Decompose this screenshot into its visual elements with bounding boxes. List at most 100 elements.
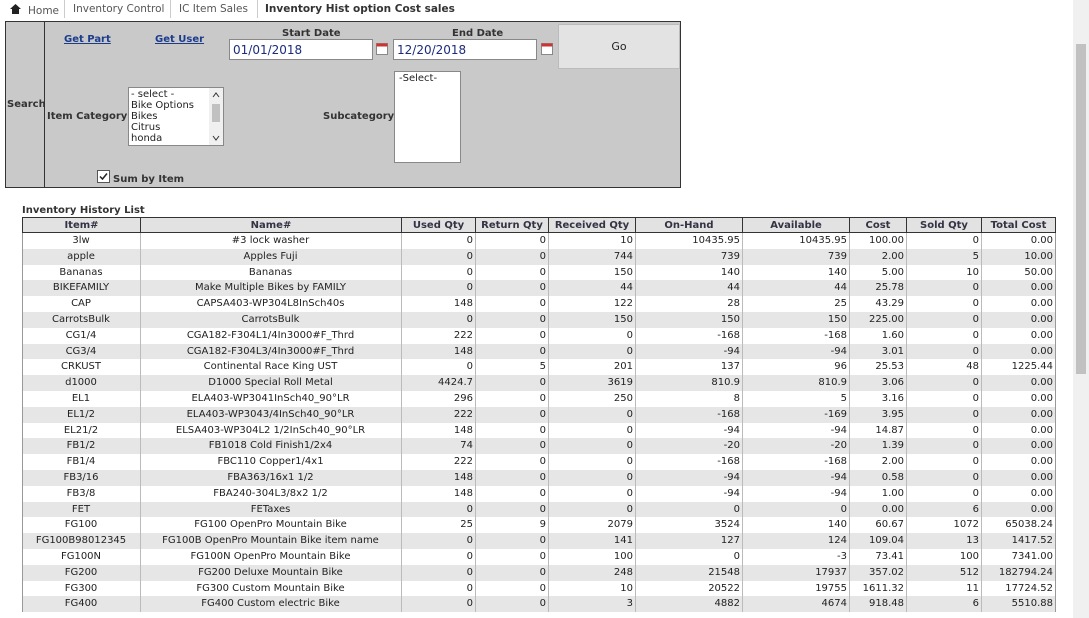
table-cell: -168: [717, 408, 740, 420]
sum-checkbox[interactable]: [97, 170, 110, 183]
category-option[interactable]: Bikes: [131, 111, 158, 122]
column-header[interactable]: Used Qty: [401, 217, 476, 233]
table-cell: 0.00: [1030, 345, 1053, 357]
table-cell: 0.00: [1030, 282, 1053, 294]
table-cell: 0: [539, 551, 546, 562]
cell-border: [548, 280, 549, 297]
cell-border: [401, 327, 402, 344]
table-cell: 8: [733, 393, 740, 404]
table-cell: 739: [720, 250, 740, 262]
cell-border: [475, 312, 476, 328]
table-cell: ELA403-WP3043/4InSch40_90°LR: [186, 408, 355, 420]
table-cell: 225.00: [869, 314, 904, 325]
table-cell: 25: [460, 519, 473, 531]
table-cell: 2.00: [881, 456, 904, 468]
table-cell: 17724.52: [1005, 582, 1053, 594]
table-cell: FB3/8: [66, 487, 96, 499]
end-date-input[interactable]: 12/20/2018: [393, 39, 537, 60]
breadcrumb[interactable]: IC Item Sales: [179, 3, 248, 15]
cell-border: [906, 517, 907, 534]
subcategory-list[interactable]: -Select-: [394, 71, 461, 163]
column-header[interactable]: On-Hand: [635, 217, 743, 233]
column-header[interactable]: Name#: [140, 217, 402, 233]
column-header[interactable]: Item#: [22, 217, 141, 233]
cell-border: [475, 343, 476, 360]
cell-border: [475, 391, 476, 407]
column-header[interactable]: Sold Qty: [906, 217, 982, 233]
category-option[interactable]: Bike Options: [131, 100, 194, 111]
scrollbar-thumb[interactable]: [1076, 44, 1086, 374]
table-cell: 25.53: [875, 361, 904, 373]
subcategory-option[interactable]: -Select-: [399, 73, 438, 84]
table-cell: 0: [733, 503, 740, 515]
table-cell: 357.02: [869, 566, 904, 578]
table-cell: -168: [717, 456, 740, 468]
get-part-link[interactable]: Get Part: [64, 34, 111, 45]
table-cell: 6: [972, 503, 979, 515]
column-header[interactable]: Available: [742, 217, 850, 233]
category-option[interactable]: Citrus: [131, 122, 161, 133]
table-cell: 65038.24: [1005, 519, 1053, 531]
column-header[interactable]: Received Qty: [548, 217, 636, 233]
cell-border: [635, 280, 636, 297]
cell-border: [635, 454, 636, 470]
table-cell: 3.06: [881, 377, 904, 389]
table-title: Inventory History List: [22, 205, 145, 216]
column-header[interactable]: Return Qty: [475, 217, 549, 233]
scrollbar[interactable]: [1073, 0, 1089, 618]
table-cell: FG100 OpenPro Mountain Bike: [194, 519, 347, 531]
end-date-label: End Date: [452, 28, 504, 39]
table-cell: 14.87: [875, 424, 904, 436]
calendar-icon[interactable]: [376, 43, 388, 55]
home-icon[interactable]: [9, 3, 22, 15]
breadcrumb[interactable]: Inventory Control: [73, 3, 165, 15]
table-cell: 1611.32: [862, 582, 904, 594]
cell-border: [475, 517, 476, 534]
table-cell: 148: [453, 345, 473, 357]
go-button[interactable]: Go: [558, 24, 680, 69]
table-cell: 28: [727, 298, 740, 310]
table-cell: EL1/2: [67, 408, 95, 420]
cell-border: [140, 296, 141, 312]
cell-border: [906, 470, 907, 486]
table-cell: 0: [733, 551, 740, 562]
list-scrollbar[interactable]: [209, 88, 223, 145]
breadcrumb[interactable]: Home: [28, 5, 60, 17]
cell-border: [849, 596, 850, 613]
cell-border: [548, 343, 549, 360]
column-header[interactable]: Total Cost: [981, 217, 1056, 233]
cell-border: [981, 406, 982, 423]
cell-border: [401, 264, 402, 281]
cell-border: [981, 296, 982, 312]
table-cell: 5: [840, 393, 847, 404]
table-cell: 150: [827, 314, 847, 325]
table-cell: 0.00: [881, 503, 904, 515]
row-background: [22, 533, 1056, 549]
category-option[interactable]: honda: [131, 133, 163, 144]
row-background: [22, 422, 1056, 439]
cell-border: [906, 406, 907, 423]
cell-border: [849, 501, 850, 518]
table-cell: 25.78: [875, 282, 904, 294]
cell-border: [849, 375, 850, 391]
cell-border: [548, 485, 549, 502]
category-option[interactable]: - select -: [131, 89, 175, 100]
calendar-icon[interactable]: [541, 43, 553, 55]
cell-border: [849, 406, 850, 423]
row-background: [22, 248, 1056, 265]
cell-border: [140, 470, 141, 486]
table-cell: 150: [613, 266, 633, 278]
cell-border: [635, 264, 636, 281]
table-cell: 222: [453, 329, 473, 341]
cell-border: [548, 406, 549, 423]
get-user-link[interactable]: Get User: [155, 34, 205, 45]
start-date-input[interactable]: 01/01/2018: [229, 39, 373, 60]
item-category-list[interactable]: - select - Bike Options Bikes Citrus honda: [128, 87, 224, 146]
table-cell: FBA240-304L3/8x2 1/2: [213, 487, 328, 499]
table-cell: ELSA403-WP304L2 1/2InSch40_90°LR: [175, 424, 366, 436]
table-cell: 0.00: [1030, 314, 1053, 325]
cell-border: [140, 422, 141, 439]
row-background: [22, 280, 1056, 297]
column-header[interactable]: Cost: [849, 217, 907, 233]
